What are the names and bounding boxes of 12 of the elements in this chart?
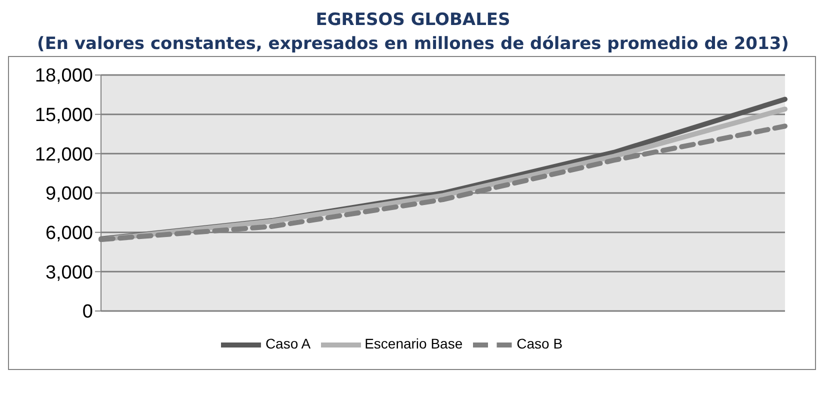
legend-label: Caso A bbox=[265, 336, 311, 352]
y-tick-label: 6,000 bbox=[45, 223, 93, 244]
y-tick-label: 18,000 bbox=[34, 66, 93, 87]
chart-subtitle: (En valores constantes, expresados en millones de dólares promedio de 2013) bbox=[36, 33, 790, 56]
y-tick-label: 12,000 bbox=[34, 144, 93, 166]
y-tick-label: 3,000 bbox=[45, 262, 93, 284]
legend-label: Caso B bbox=[516, 336, 563, 352]
chart-title: EGRESOS GLOBALES bbox=[314, 9, 512, 32]
y-tick-label: 0 bbox=[82, 302, 93, 323]
legend-label: Escenario Base bbox=[364, 336, 463, 352]
y-tick-label: 9,000 bbox=[45, 184, 93, 205]
y-tick-label: 15,000 bbox=[34, 105, 93, 126]
